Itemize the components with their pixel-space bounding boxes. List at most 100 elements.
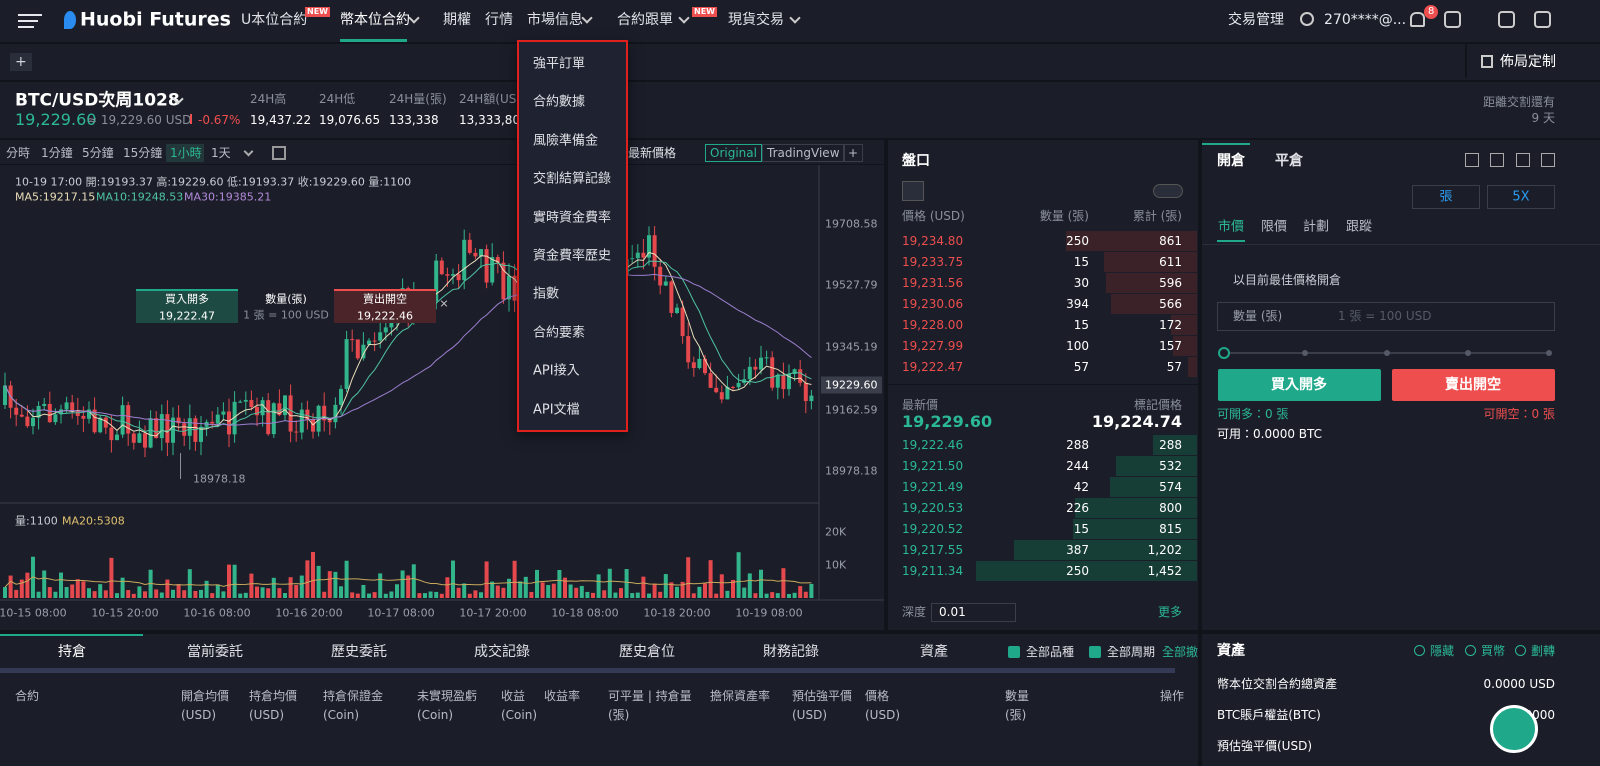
more-link[interactable]: 更多 — [1157, 605, 1182, 619]
current-price-tag: 19229.60 — [821, 376, 882, 394]
checkbox[interactable] — [1008, 646, 1020, 658]
nav-item[interactable]: 行情 — [485, 12, 513, 28]
quantity-input[interactable] — [1217, 302, 1555, 331]
orderbook-price[interactable]: 19,220.53 — [902, 501, 964, 515]
volume-bar — [507, 578, 511, 598]
positions-tab[interactable]: 歷史倉位 — [619, 644, 675, 660]
dropdown-item[interactable]: 合約要素 — [533, 325, 586, 341]
candle-body — [775, 375, 780, 388]
layout-button[interactable]: 佈局定制 — [1500, 54, 1556, 70]
interval-button[interactable]: 1小時 — [170, 146, 202, 160]
asset-action[interactable]: 劃轉 — [1531, 644, 1556, 658]
dropdown-item[interactable]: 合約數據 — [533, 94, 586, 110]
mode-original[interactable]: Original — [705, 144, 762, 162]
panel-icon[interactable] — [1465, 153, 1479, 167]
order-type-tab[interactable]: 計劃 — [1303, 219, 1330, 235]
unit-button[interactable] — [1412, 185, 1480, 209]
ma5-label: MA5:19217.15 — [15, 190, 96, 204]
positions-tab[interactable]: 歷史委託 — [331, 644, 387, 660]
dropdown-item[interactable]: 交割結算記錄 — [533, 171, 612, 187]
order-type-tab[interactable]: 限價 — [1261, 219, 1288, 235]
cancel-all-link[interactable]: 全部撤 — [1162, 645, 1199, 659]
orderbook-price[interactable]: 19,221.49 — [902, 480, 964, 494]
orderbook-price[interactable]: 19,230.06 — [902, 297, 964, 311]
orderbook-price[interactable]: 19,234.80 — [902, 234, 964, 248]
interval-button[interactable]: 15分鐘 — [123, 146, 163, 160]
user-account[interactable]: 270****@... — [1324, 12, 1407, 28]
order-type-tab[interactable]: 跟蹤 — [1346, 219, 1373, 235]
volume-bar — [322, 591, 327, 598]
dropdown-item[interactable]: API接入 — [533, 363, 580, 379]
contract-symbol[interactable]: BTC/USD次周1028 — [15, 90, 180, 111]
candle-body — [675, 307, 679, 313]
trade-manage[interactable]: 交易管理 — [1228, 12, 1284, 28]
orderbook-mode-icon[interactable] — [902, 181, 924, 201]
positions-tab[interactable]: 資產 — [920, 644, 948, 660]
header-icon[interactable] — [1498, 11, 1515, 28]
help-button[interactable] — [1490, 705, 1538, 753]
volume-bar — [652, 583, 657, 598]
interval-button[interactable]: 5分鐘 — [82, 146, 114, 160]
time-axis-label: 10-18 08:00 — [551, 606, 619, 620]
positions-tab[interactable]: 持倉 — [58, 644, 86, 660]
buy-quick-box[interactable] — [136, 289, 238, 323]
add-tab-button[interactable]: + — [10, 53, 32, 71]
price-type-select[interactable]: 最新價格 — [628, 146, 677, 160]
buy-button[interactable] — [1218, 369, 1381, 401]
filter-label[interactable]: 全部品種 — [1026, 645, 1075, 659]
orderbook-price[interactable]: 19,217.55 — [902, 543, 964, 557]
column-header: (張) — [1005, 708, 1027, 722]
nav-item[interactable]: 期權 — [443, 12, 471, 28]
interval-button[interactable]: 分時 — [6, 146, 31, 160]
orderbook-price[interactable]: 19,222.47 — [902, 360, 964, 374]
open-tab[interactable]: 開倉 — [1217, 153, 1245, 169]
orderbook-price[interactable]: 19,227.99 — [902, 339, 964, 353]
nav-item[interactable]: 現貨交易 — [728, 12, 784, 28]
nav-item[interactable]: U本位合約 — [241, 12, 308, 28]
orderbook-price[interactable]: 19,228.00 — [902, 318, 964, 332]
positions-tab[interactable]: 成交記錄 — [474, 644, 530, 660]
dropdown-item[interactable]: API文檔 — [533, 402, 580, 418]
orderbook-toggle[interactable] — [1153, 184, 1183, 198]
orderbook-price[interactable]: 19,231.56 — [902, 276, 964, 290]
volume-bar — [703, 583, 707, 598]
nav-item[interactable]: 合約跟單 — [617, 12, 673, 28]
nav-item[interactable]: 幣本位合約 — [340, 12, 410, 28]
header-icon[interactable] — [1534, 11, 1551, 28]
leverage-button[interactable] — [1487, 185, 1555, 209]
header-icon[interactable] — [1444, 11, 1461, 28]
asset-action[interactable]: 隱藏 — [1430, 644, 1455, 658]
nav-item[interactable]: 市場信息 — [527, 12, 583, 28]
candle-body — [87, 409, 91, 419]
order-type-tab[interactable]: 市價 — [1218, 219, 1245, 235]
orderbook-price[interactable]: 19,221.50 — [902, 459, 964, 473]
dropdown-item[interactable]: 實時資金費率 — [533, 210, 612, 226]
dropdown-item[interactable]: 風險準備金 — [533, 133, 599, 149]
close-tab[interactable]: 平倉 — [1275, 153, 1303, 169]
orderbook-price[interactable]: 19,222.46 — [902, 438, 964, 452]
orderbook-price[interactable]: 19,211.34 — [902, 564, 964, 578]
dropdown-item[interactable]: 強平訂單 — [533, 56, 586, 72]
depth-select[interactable] — [931, 603, 1016, 622]
panel-icon[interactable] — [1516, 153, 1530, 167]
sell-button[interactable] — [1392, 369, 1555, 401]
sell-quick-box[interactable] — [334, 289, 436, 323]
orderbook-cumulative: 288 — [1159, 438, 1182, 452]
interval-button[interactable]: 1分鐘 — [41, 146, 73, 160]
time-axis-label: 10-15 08:00 — [0, 606, 67, 620]
orderbook-price[interactable]: 19,233.75 — [902, 255, 964, 269]
positions-tab[interactable]: 當前委託 — [187, 644, 243, 660]
add-indicator[interactable]: + — [843, 144, 864, 162]
asset-action[interactable]: 買幣 — [1481, 644, 1506, 658]
positions-tab[interactable]: 財務記錄 — [763, 644, 819, 660]
filter-label[interactable]: 全部周期 — [1107, 645, 1156, 659]
volume-bar — [238, 593, 243, 598]
mode-tradingview[interactable]: TradingView — [762, 144, 845, 162]
checkbox[interactable] — [1089, 646, 1101, 658]
interval-button[interactable]: 1天 — [211, 146, 231, 160]
orderbook-price[interactable]: 19,220.52 — [902, 522, 964, 536]
dropdown-item[interactable]: 資金費率歷史 — [533, 248, 612, 264]
panel-icon[interactable] — [1541, 153, 1555, 167]
panel-icon[interactable] — [1490, 153, 1504, 167]
dropdown-item[interactable]: 指數 — [533, 286, 560, 302]
